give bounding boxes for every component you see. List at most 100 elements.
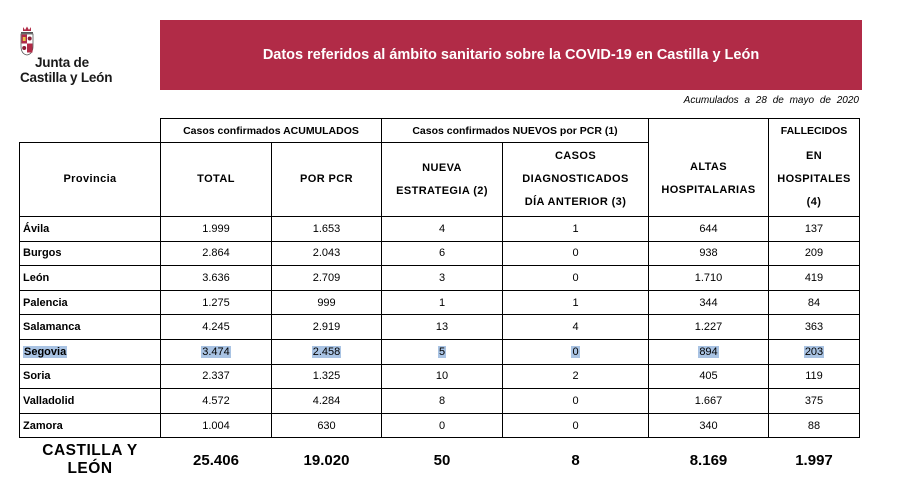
cell-casos-value: 0 xyxy=(572,247,579,260)
cell-provincia-value: León xyxy=(23,271,50,284)
cell-fallecidos: 88 xyxy=(768,412,860,439)
cell-casos: 0 xyxy=(502,240,649,267)
total-altas: 8.169 xyxy=(689,451,728,469)
total-casos: 8 xyxy=(571,451,580,469)
cell-nueva-value: 13 xyxy=(435,321,449,334)
cell-casos: 1 xyxy=(502,216,649,242)
cell-fallecidos-value: 119 xyxy=(805,370,823,383)
cell-provincia-value: Segovia xyxy=(23,345,68,358)
col-provincia: Provincia xyxy=(19,142,161,217)
col-altas-line-1: ALTAS xyxy=(689,161,728,174)
cell-total-value: 1.275 xyxy=(202,296,230,309)
cell-fallecidos-value: 363 xyxy=(804,321,824,334)
cell-provincia-value: Soria xyxy=(23,370,51,383)
header-banner: Datos referidos al ámbito sanitario sobr… xyxy=(160,20,862,90)
cell-nueva-value: 6 xyxy=(438,247,446,260)
cell-total: 1.275 xyxy=(160,289,272,316)
cell-pcr-value: 1.653 xyxy=(312,222,341,235)
cell-nueva: 0 xyxy=(381,412,503,439)
cell-fallecidos-value: 209 xyxy=(804,247,824,260)
cell-fallecidos-value: 419 xyxy=(804,271,824,284)
cell-total-value: 4.245 xyxy=(202,321,230,334)
covid-data-table: Casos confirmados ACUMULADOS Casos confi… xyxy=(19,118,860,478)
cell-provincia-value: Salamanca xyxy=(23,321,81,334)
col-nueva-line-1: NUEVA xyxy=(422,161,462,174)
cell-total-value: 1.004 xyxy=(202,419,230,432)
table-row: Valladolid 4.572 4.284 8 0 1.667 375 xyxy=(19,388,860,414)
cell-casos: 0 xyxy=(502,412,649,439)
cell-fallecidos: 363 xyxy=(768,314,860,340)
col-altas: ALTAS HOSPITALARIAS xyxy=(648,142,769,217)
cell-provincia: León xyxy=(19,265,161,291)
cell-total: 4.245 xyxy=(160,314,272,340)
cell-provincia: Palencia xyxy=(19,289,161,316)
cell-provincia: Soria xyxy=(19,363,161,390)
cell-fallecidos: 84 xyxy=(768,289,860,316)
cell-nueva: 8 xyxy=(381,388,503,414)
cell-total-value: 2.864 xyxy=(202,247,230,260)
cell-nueva: 13 xyxy=(381,314,503,340)
cell-pcr-value: 2.458 xyxy=(311,345,342,358)
cell-fallecidos: 137 xyxy=(768,216,860,242)
cell-fallecidos: 419 xyxy=(768,265,860,291)
cell-casos-value: 0 xyxy=(572,394,579,407)
cell-casos: 2 xyxy=(502,363,649,390)
cell-provincia-value: Palencia xyxy=(23,296,68,309)
cell-fallecidos: 375 xyxy=(768,388,860,414)
totals-row: CASTILLA Y LEÓN 25.406 19.020 50 8 8.169… xyxy=(20,438,860,479)
cell-total: 3.474 xyxy=(160,338,272,365)
cell-provincia: Valladolid xyxy=(19,388,161,414)
col-casos-line-2: DIAGNOSTICADOS xyxy=(522,173,629,185)
col-altas-line-2: HOSPITALARIAS xyxy=(661,184,756,197)
cell-nueva: 10 xyxy=(381,363,503,390)
table-body: Ávila 1.999 1.653 4 1 644 137 Burgos 2.864 2.043 6… xyxy=(19,216,860,439)
cell-fallecidos: 119 xyxy=(768,363,860,390)
cell-pcr: 4.284 xyxy=(271,388,382,414)
total-fallecidos: 1.997 xyxy=(795,451,833,469)
table-row: Soria 2.337 1.325 10 2 405 119 xyxy=(19,363,860,390)
cell-pcr: 999 xyxy=(271,289,382,316)
cell-casos-value: 4 xyxy=(572,321,579,334)
table-row: Segovia 3.474 2.458 5 0 894 203 xyxy=(19,338,860,365)
col-total: TOTAL xyxy=(160,142,272,217)
page-title: Datos referidos al ámbito sanitario sobr… xyxy=(262,47,760,63)
cell-altas: 405 xyxy=(648,363,769,390)
cell-altas-value: 894 xyxy=(698,345,719,358)
cell-total-value: 3.636 xyxy=(202,271,230,284)
cell-provincia-value: Valladolid xyxy=(23,394,75,407)
cell-altas: 1.710 xyxy=(648,265,769,291)
cell-altas: 1.227 xyxy=(648,314,769,340)
cell-pcr: 630 xyxy=(271,412,382,439)
cell-total: 4.572 xyxy=(160,388,272,414)
col-casos-dia-anterior: CASOS DIAGNOSTICADOS DÍA ANTERIOR (3) xyxy=(502,142,649,217)
cell-altas: 644 xyxy=(648,216,769,242)
cell-provincia-value: Ávila xyxy=(23,222,50,235)
cell-pcr: 2.919 xyxy=(271,314,382,340)
group-nuevos: Casos confirmados NUEVOS por PCR (1) xyxy=(381,118,649,143)
cell-provincia: Salamanca xyxy=(19,314,161,340)
cell-total: 1.004 xyxy=(160,412,272,439)
cell-pcr-value: 2.043 xyxy=(312,247,341,260)
cell-provincia-value: Burgos xyxy=(23,247,62,260)
cell-pcr: 1.653 xyxy=(271,216,382,242)
cell-casos: 1 xyxy=(502,289,649,316)
cell-fallecidos-value: 88 xyxy=(807,419,821,432)
cell-casos-value: 2 xyxy=(572,370,579,383)
cell-altas: 894 xyxy=(648,338,769,365)
cell-fallecidos: 203 xyxy=(768,338,860,365)
cell-altas-value: 405 xyxy=(699,370,718,383)
total-nueva: 50 xyxy=(433,451,451,469)
cell-casos: 0 xyxy=(502,338,649,365)
table-row: Ávila 1.999 1.653 4 1 644 137 xyxy=(19,216,860,242)
junta-logo: Junta de Castilla y León xyxy=(20,26,160,88)
cell-total-value: 1.999 xyxy=(202,222,230,235)
cell-pcr-value: 999 xyxy=(317,296,336,309)
cell-pcr: 2.458 xyxy=(271,338,382,365)
col-fallecidos-line-3: HOSPITALES xyxy=(777,172,851,185)
cell-fallecidos: 209 xyxy=(768,240,860,267)
cell-total-value: 3.474 xyxy=(201,345,231,358)
cell-altas-value: 1.667 xyxy=(694,394,723,407)
cell-fallecidos-value: 137 xyxy=(804,222,824,235)
col-fallecidos-line-4: (4) xyxy=(806,195,822,208)
table-row: Palencia 1.275 999 1 1 344 84 xyxy=(19,289,860,316)
